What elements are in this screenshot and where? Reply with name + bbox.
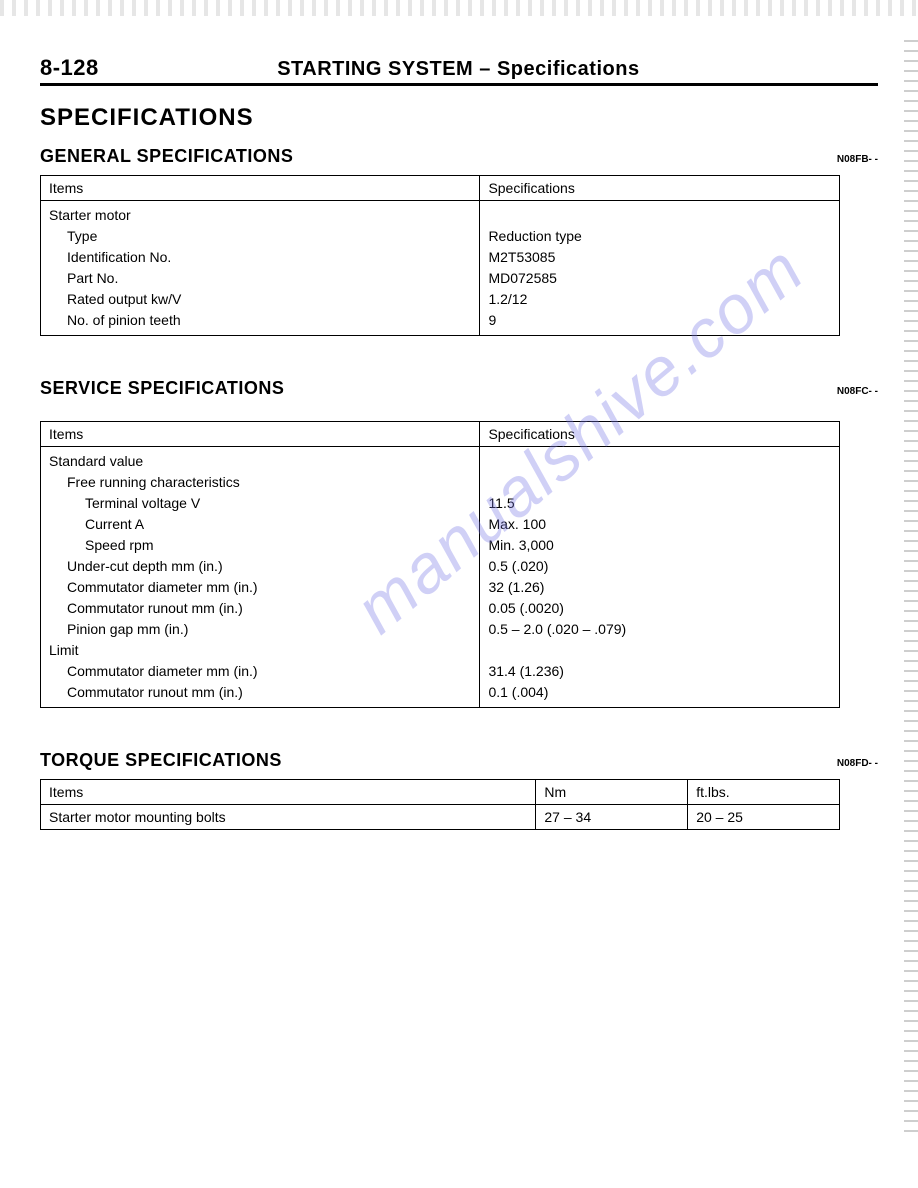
item-value: 0.5 (.020) [488, 556, 831, 577]
item-label: Starter motor mounting bolts [41, 805, 536, 830]
spec-cell: Reduction type M2T53085 MD072585 1.2/12 … [480, 201, 840, 336]
page-header-title: STARTING SYSTEM – Specifications [277, 58, 639, 81]
item-label: Type [49, 226, 471, 247]
item-value: MD072585 [488, 268, 831, 289]
col-ftlbs: ft.lbs. [688, 780, 840, 805]
item-value: 1.2/12 [488, 289, 831, 310]
item-ftlbs: 20 – 25 [688, 805, 840, 830]
torque-spec-table: Items Nm ft.lbs. Starter motor mounting … [40, 779, 840, 830]
group-label: Limit [49, 640, 471, 661]
group-label: Standard value [49, 451, 471, 472]
col-items: Items [41, 176, 480, 201]
item-value: 0.1 (.004) [488, 682, 831, 703]
item-value: M2T53085 [488, 247, 831, 268]
table-row: Starter motor mounting bolts 27 – 34 20 … [41, 805, 840, 830]
page-content: manualshive.com 8-128 STARTING SYSTEM – … [0, 0, 918, 870]
general-heading: GENERAL SPECIFICATIONS [40, 146, 293, 167]
general-code: N08FB- - [837, 154, 878, 165]
service-code: N08FC- - [837, 386, 878, 397]
service-spec-table: Items Specifications Standard value Free… [40, 421, 840, 708]
table-header-row: Items Specifications [41, 176, 840, 201]
table-header-row: Items Nm ft.lbs. [41, 780, 840, 805]
items-cell: Starter motor Type Identification No. Pa… [41, 201, 480, 336]
col-spec: Specifications [480, 422, 840, 447]
service-section-header: SERVICE SPECIFICATIONS N08FC- - [40, 378, 878, 399]
header-title-sub: Specifications [497, 58, 640, 80]
service-heading: SERVICE SPECIFICATIONS [40, 378, 284, 399]
item-value: 9 [488, 310, 831, 331]
item-label: Part No. [49, 268, 471, 289]
item-value: 0.5 – 2.0 (.020 – .079) [488, 619, 831, 640]
col-spec: Specifications [480, 176, 840, 201]
item-label: Pinion gap mm (in.) [49, 619, 471, 640]
item-label: Terminal voltage V [49, 493, 471, 514]
item-value: Min. 3,000 [488, 535, 831, 556]
items-cell: Standard value Free running characterist… [41, 447, 480, 708]
item-value: 0.05 (.0020) [488, 598, 831, 619]
item-nm: 27 – 34 [536, 805, 688, 830]
spec-cell: 11.5 Max. 100 Min. 3,000 0.5 (.020) 32 (… [480, 447, 840, 708]
item-value: Reduction type [488, 226, 831, 247]
group-label: Starter motor [49, 205, 471, 226]
page-number: 8-128 [40, 55, 99, 81]
item-label: Under-cut depth mm (in.) [49, 556, 471, 577]
item-label: Commutator runout mm (in.) [49, 682, 471, 703]
item-value: 32 (1.26) [488, 577, 831, 598]
sub-group-label: Free running characteristics [49, 472, 471, 493]
page-header-bar: 8-128 STARTING SYSTEM – Specifications [40, 55, 878, 86]
main-heading: SPECIFICATIONS [40, 104, 878, 132]
torque-heading: TORQUE SPECIFICATIONS [40, 750, 282, 771]
item-label: Identification No. [49, 247, 471, 268]
item-label: Commutator diameter mm (in.) [49, 661, 471, 682]
header-title-sep: – [473, 58, 497, 80]
item-value: 11.5 [488, 493, 831, 514]
col-nm: Nm [536, 780, 688, 805]
col-items: Items [41, 422, 480, 447]
item-label: Commutator diameter mm (in.) [49, 577, 471, 598]
item-value: Max. 100 [488, 514, 831, 535]
item-label: Rated output kw/V [49, 289, 471, 310]
torque-section-header: TORQUE SPECIFICATIONS N08FD- - [40, 750, 878, 771]
table-row: Standard value Free running characterist… [41, 447, 840, 708]
item-label: Commutator runout mm (in.) [49, 598, 471, 619]
item-label: Current A [49, 514, 471, 535]
item-value: 31.4 (1.236) [488, 661, 831, 682]
item-label: Speed rpm [49, 535, 471, 556]
col-items: Items [41, 780, 536, 805]
item-label: No. of pinion teeth [49, 310, 471, 331]
general-spec-table: Items Specifications Starter motor Type … [40, 175, 840, 336]
header-title-main: STARTING SYSTEM [277, 58, 473, 80]
table-header-row: Items Specifications [41, 422, 840, 447]
torque-code: N08FD- - [837, 758, 878, 769]
table-row: Starter motor Type Identification No. Pa… [41, 201, 840, 336]
general-section-header: GENERAL SPECIFICATIONS N08FB- - [40, 146, 878, 167]
